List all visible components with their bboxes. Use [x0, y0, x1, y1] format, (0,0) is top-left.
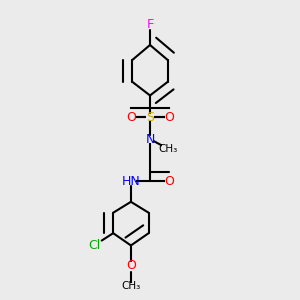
FancyBboxPatch shape [124, 283, 137, 290]
Text: CH₃: CH₃ [158, 144, 177, 154]
FancyBboxPatch shape [165, 114, 173, 121]
FancyBboxPatch shape [127, 262, 135, 269]
FancyBboxPatch shape [146, 136, 154, 142]
Text: HN: HN [122, 175, 140, 188]
Text: O: O [164, 111, 174, 124]
Text: O: O [126, 260, 136, 272]
Text: F: F [146, 18, 154, 31]
Text: N: N [145, 133, 155, 146]
Text: S: S [146, 111, 154, 124]
Text: O: O [126, 111, 136, 124]
FancyBboxPatch shape [146, 114, 154, 121]
FancyBboxPatch shape [165, 178, 173, 185]
Text: CH₃: CH₃ [121, 281, 140, 291]
FancyBboxPatch shape [162, 145, 173, 152]
FancyBboxPatch shape [127, 114, 135, 121]
FancyBboxPatch shape [90, 242, 98, 249]
FancyBboxPatch shape [146, 21, 154, 28]
FancyBboxPatch shape [125, 178, 136, 185]
Text: O: O [164, 175, 174, 188]
Text: Cl: Cl [88, 239, 100, 252]
